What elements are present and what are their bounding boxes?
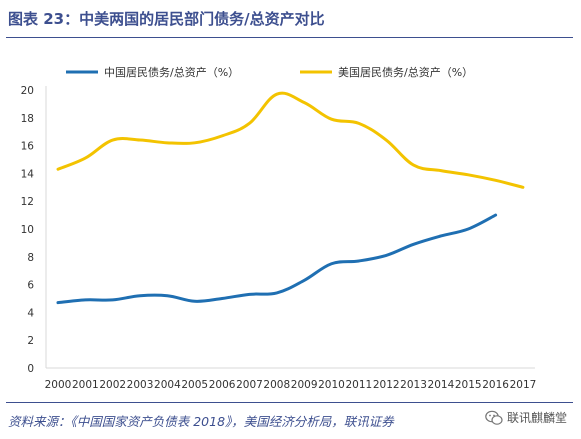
y-tick-label: 12 xyxy=(21,196,34,208)
series-line-us xyxy=(56,91,525,189)
y-tick-label: 4 xyxy=(27,307,34,319)
source-note: 资料来源：《中国国家资产负债表 2018》，美国经济分析局，联讯证券 xyxy=(8,414,394,429)
x-tick-label: 2010 xyxy=(318,379,345,391)
y-tick-label: 0 xyxy=(27,363,34,375)
y-tick-label: 16 xyxy=(21,141,35,153)
y-tick-label: 10 xyxy=(21,224,34,236)
y-tick-label: 18 xyxy=(21,113,34,125)
legend-label: 美国居民债务/总资产（%） xyxy=(338,65,473,79)
x-tick-label: 2001 xyxy=(72,379,99,391)
x-tick-label: 2002 xyxy=(99,379,126,391)
x-tick-label: 2012 xyxy=(373,379,400,391)
y-tick-label: 6 xyxy=(27,280,34,292)
figure-title: 图表 23：中美两国的居民部门债务/总资产对比 xyxy=(8,10,325,28)
series-line-china xyxy=(56,213,498,305)
y-tick-label: 8 xyxy=(27,252,34,264)
x-tick-label: 2000 xyxy=(45,379,72,391)
footer-divider xyxy=(6,402,573,403)
x-tick-label: 2013 xyxy=(400,379,427,391)
x-tick-label: 2017 xyxy=(510,379,537,391)
chart-container: 0 2 4 6 8 10 12 14 16 18 20 2000 2001 2002 2003 2004 200… xyxy=(0,40,581,400)
x-tick-label: 2011 xyxy=(345,379,372,391)
x-tick-label: 2007 xyxy=(236,379,263,391)
title-divider xyxy=(6,37,573,38)
legend-label: 中国居民债务/总资产（%） xyxy=(104,65,239,79)
x-tick-label: 2009 xyxy=(291,379,318,391)
watermark-text: 联讯麒麟堂 xyxy=(506,411,567,425)
x-tick-label: 2005 xyxy=(181,379,208,391)
y-tick-label: 2 xyxy=(27,335,34,347)
x-tick-label: 2004 xyxy=(154,379,181,391)
x-tick-label: 2014 xyxy=(428,379,455,391)
x-tick-label: 2008 xyxy=(263,379,290,391)
y-tick-label: 14 xyxy=(21,168,35,180)
x-tick-label: 2016 xyxy=(482,379,509,391)
watermark: 联讯麒麟堂 xyxy=(485,409,567,426)
x-tick-label: 2015 xyxy=(455,379,482,391)
y-tick-label: 20 xyxy=(21,85,34,97)
x-tick-label: 2003 xyxy=(127,379,154,391)
wechat-icon xyxy=(485,410,503,425)
x-tick-label: 2006 xyxy=(209,379,236,391)
